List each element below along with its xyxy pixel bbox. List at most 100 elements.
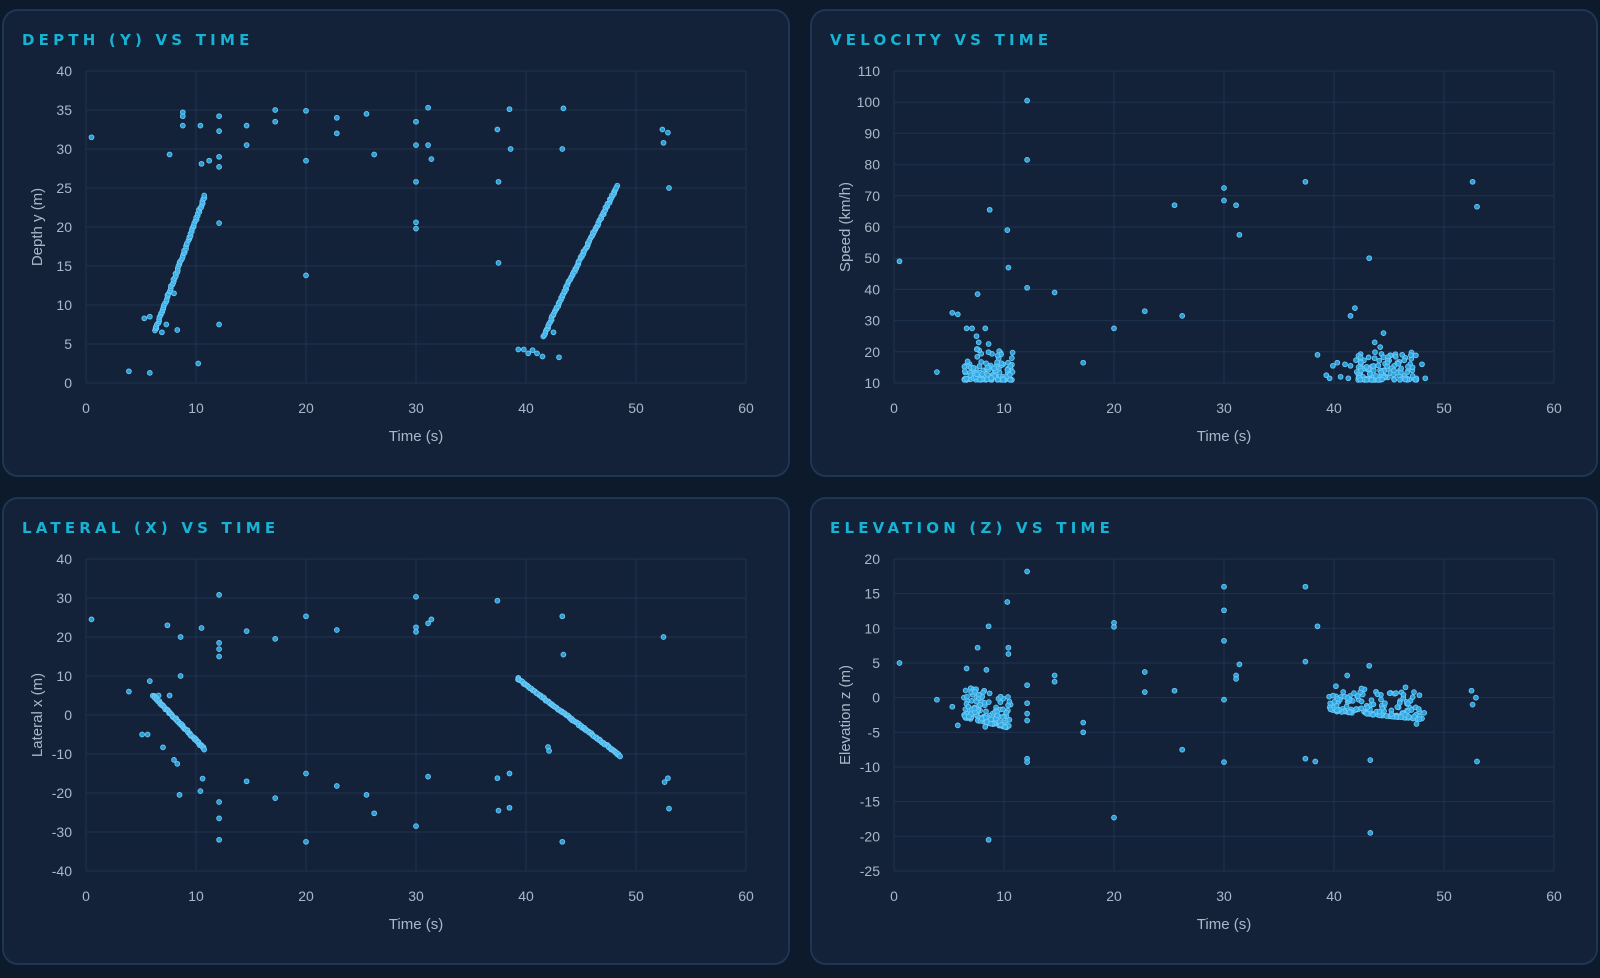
data-point	[303, 838, 309, 845]
data-point	[1358, 705, 1365, 712]
y-tick-label: 20	[56, 629, 72, 645]
data-point	[1398, 365, 1405, 372]
data-point	[559, 838, 566, 845]
data-point	[126, 688, 132, 695]
data-point	[961, 368, 968, 375]
data-point	[976, 363, 983, 369]
data-point	[199, 775, 206, 782]
y-tick-label: 100	[857, 94, 881, 110]
data-point	[216, 220, 222, 226]
y-tick-label: 10	[56, 297, 72, 313]
data-point	[539, 353, 546, 360]
x-tick-label: 60	[738, 400, 754, 416]
data-point	[174, 760, 181, 767]
data-point	[1366, 371, 1373, 377]
data-point	[1371, 355, 1378, 362]
data-point	[1005, 644, 1012, 651]
x-tick-label: 30	[408, 888, 424, 904]
data-point	[982, 325, 989, 332]
data-point	[1340, 689, 1347, 695]
data-point	[363, 111, 370, 117]
x-tick-label: 40	[1326, 400, 1342, 416]
y-tick-label: 5	[872, 655, 880, 671]
data-points	[896, 97, 1480, 383]
data-point	[556, 354, 562, 361]
data-point	[988, 720, 994, 727]
data-point	[1353, 706, 1360, 712]
data-point	[974, 371, 980, 378]
data-point	[206, 157, 213, 164]
x-tick-label: 10	[996, 400, 1012, 416]
data-point	[1221, 185, 1227, 191]
data-point	[1474, 758, 1480, 765]
data-point	[243, 142, 250, 148]
data-point	[216, 321, 222, 328]
data-point	[1399, 351, 1406, 358]
data-point	[363, 792, 370, 798]
data-point	[1413, 721, 1420, 727]
data-point	[964, 358, 971, 365]
data-point	[1302, 583, 1309, 590]
data-point	[949, 703, 956, 710]
data-point	[1327, 706, 1334, 713]
data-point	[1405, 363, 1411, 370]
data-point	[216, 646, 222, 652]
data-point	[985, 699, 992, 705]
data-point	[1024, 710, 1030, 717]
x-tick-label: 40	[518, 400, 534, 416]
data-point	[1171, 687, 1178, 694]
data-point	[982, 714, 989, 721]
data-point	[1382, 700, 1388, 707]
data-point	[495, 178, 502, 185]
x-tick-label: 0	[82, 400, 90, 416]
data-point	[560, 651, 567, 658]
y-tick-label: -40	[52, 863, 72, 879]
y-tick-label: -15	[860, 794, 880, 810]
y-axis-label: Elevation z (m)	[837, 665, 854, 765]
data-point	[160, 744, 166, 751]
data-point	[1024, 568, 1030, 575]
data-point	[197, 788, 204, 794]
data-point	[159, 329, 165, 336]
data-point	[515, 346, 522, 353]
data-point	[1221, 637, 1227, 644]
data-point	[303, 107, 309, 114]
data-point	[1358, 367, 1364, 374]
y-tick-label: 20	[864, 344, 880, 360]
data-point	[1111, 814, 1117, 821]
data-point	[1006, 698, 1013, 705]
data-point	[413, 624, 419, 631]
data-point	[1373, 373, 1379, 379]
data-point	[1365, 354, 1372, 361]
data-point	[1409, 694, 1416, 700]
data-point	[425, 620, 431, 627]
data-point	[1395, 360, 1402, 367]
data-point	[661, 779, 668, 785]
data-point	[1372, 349, 1378, 356]
data-point	[1366, 662, 1373, 669]
y-axis-label: Lateral x (m)	[29, 673, 46, 757]
data-point	[896, 258, 903, 265]
data-point	[146, 313, 153, 320]
data-point	[974, 644, 981, 651]
data-point	[413, 823, 419, 829]
data-point	[243, 778, 250, 785]
data-point	[660, 139, 667, 146]
data-point	[1312, 758, 1319, 765]
y-tick-label: 15	[864, 586, 880, 602]
data-point	[983, 708, 989, 715]
data-point	[146, 370, 153, 376]
y-axis-label: Speed (km/h)	[837, 182, 854, 272]
data-point	[1393, 690, 1399, 696]
data-point	[971, 705, 978, 712]
data-point	[1402, 376, 1408, 383]
data-point	[1367, 830, 1374, 836]
y-tick-label: 15	[56, 258, 72, 274]
data-point	[303, 272, 309, 279]
data-point	[243, 122, 250, 129]
data-point	[166, 692, 173, 699]
data-point	[1080, 729, 1087, 736]
data-point	[1409, 364, 1416, 371]
data-point	[534, 350, 540, 357]
data-point	[970, 364, 977, 371]
